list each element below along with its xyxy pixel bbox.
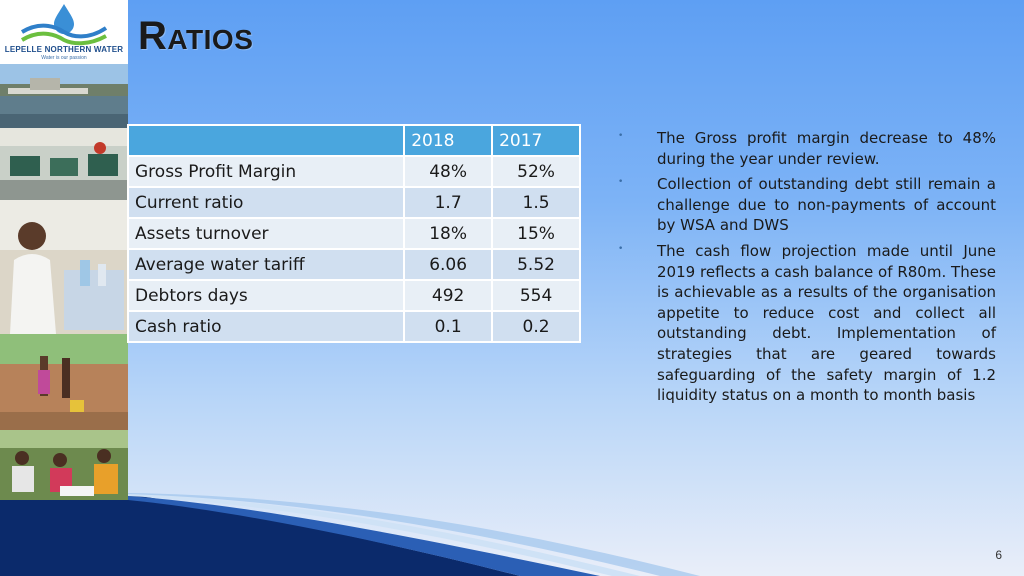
bullet-item: • The Gross profit margin decrease to 48… — [600, 128, 996, 169]
row-label: Current ratio — [126, 186, 406, 219]
logo: LEPELLE NORTHERN WATER Water is our pass… — [0, 0, 128, 64]
row-label: Gross Profit Margin — [126, 155, 406, 188]
photo-lab-worker — [0, 200, 128, 334]
bullet-text: Collection of outstanding debt still rem… — [657, 175, 996, 235]
bottom-wave-decoration — [0, 493, 700, 576]
bullet-icon: • — [618, 131, 624, 141]
logo-tagline: Water is our passion — [41, 55, 87, 61]
value-2017: 15% — [491, 217, 581, 250]
table-row: Average water tariff 6.06 5.52 — [126, 248, 581, 281]
row-label: Assets turnover — [126, 217, 406, 250]
bullet-icon: • — [618, 177, 624, 188]
row-label: Cash ratio — [126, 310, 406, 343]
logo-name: LEPELLE NORTHERN WATER — [4, 45, 124, 54]
value-2018: 492 — [403, 279, 494, 312]
header-cell-label — [126, 124, 406, 157]
header-cell-2017: 2017 — [491, 124, 581, 157]
table-header-row: 2018 2017 — [126, 124, 581, 157]
table-row: Gross Profit Margin 48% 52% — [126, 155, 581, 188]
value-2018: 0.1 — [403, 310, 494, 343]
title-text: Ratios — [138, 14, 254, 58]
value-2018: 1.7 — [403, 186, 494, 219]
value-2017: 1.5 — [491, 186, 581, 219]
table-row: Current ratio 1.7 1.5 — [126, 186, 581, 219]
bullet-icon: • — [618, 243, 624, 254]
value-2017: 554 — [491, 279, 581, 312]
ratios-table: 2018 2017 Gross Profit Margin 48% 52% Cu… — [126, 124, 581, 343]
table-row: Debtors days 492 554 — [126, 279, 581, 312]
water-drop-logo-icon — [20, 4, 108, 46]
page-number: 6 — [995, 548, 1002, 562]
bullet-item: • Collection of outstanding debt still r… — [600, 174, 996, 236]
row-label: Average water tariff — [126, 248, 406, 281]
photo-pumps — [0, 128, 128, 200]
value-2017: 52% — [491, 155, 581, 188]
photo-community-tap — [0, 334, 128, 430]
photo-reservoir — [0, 64, 128, 128]
bullet-text: The Gross profit margin decrease to 48% … — [657, 129, 996, 168]
bullet-item: • The cash flow projection made until Ju… — [600, 241, 996, 406]
row-label: Debtors days — [126, 279, 406, 312]
header-cell-2018: 2018 — [403, 124, 494, 157]
side-photo-strip: LEPELLE NORTHERN WATER Water is our pass… — [0, 0, 128, 500]
bullet-list: • The Gross profit margin decrease to 48… — [600, 128, 996, 411]
value-2018: 48% — [403, 155, 494, 188]
value-2017: 0.2 — [491, 310, 581, 343]
value-2017: 5.52 — [491, 248, 581, 281]
value-2018: 18% — [403, 217, 494, 250]
value-2018: 6.06 — [403, 248, 494, 281]
bullet-text: The cash flow projection made until June… — [657, 241, 996, 405]
slide-title: Ratios — [138, 14, 253, 59]
table-row: Cash ratio 0.1 0.2 — [126, 310, 581, 343]
table-row: Assets turnover 18% 15% — [126, 217, 581, 250]
photo-meeting — [0, 430, 128, 500]
